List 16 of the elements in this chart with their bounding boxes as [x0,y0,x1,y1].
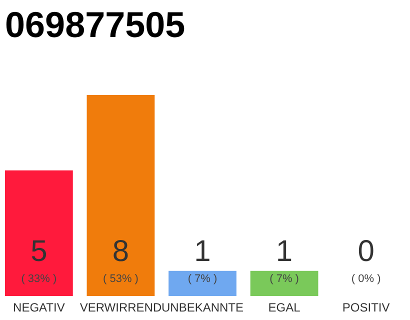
annotation: ( 53% ) [102,273,138,285]
x-tick-label: VERWIRREND [80,300,162,314]
data-label: 1 [194,235,211,268]
annotation: ( 7% ) [188,273,218,285]
x-tick-label: NEGATIV [13,300,65,314]
data-label: 1 [276,235,293,268]
x-tick-label: UNBEKANNTE [161,300,244,314]
x-tick-label: EGAL [268,300,301,314]
data-label: 5 [30,235,48,268]
chart-title: 069877505 [5,4,186,45]
data-label: 0 [358,235,374,268]
annotation: ( 0% ) [351,273,381,285]
x-tick-label: POSITIV [342,300,390,314]
annotation: ( 33% ) [21,273,57,285]
annotation: ( 7% ) [270,273,299,285]
data-label: 8 [112,235,130,268]
